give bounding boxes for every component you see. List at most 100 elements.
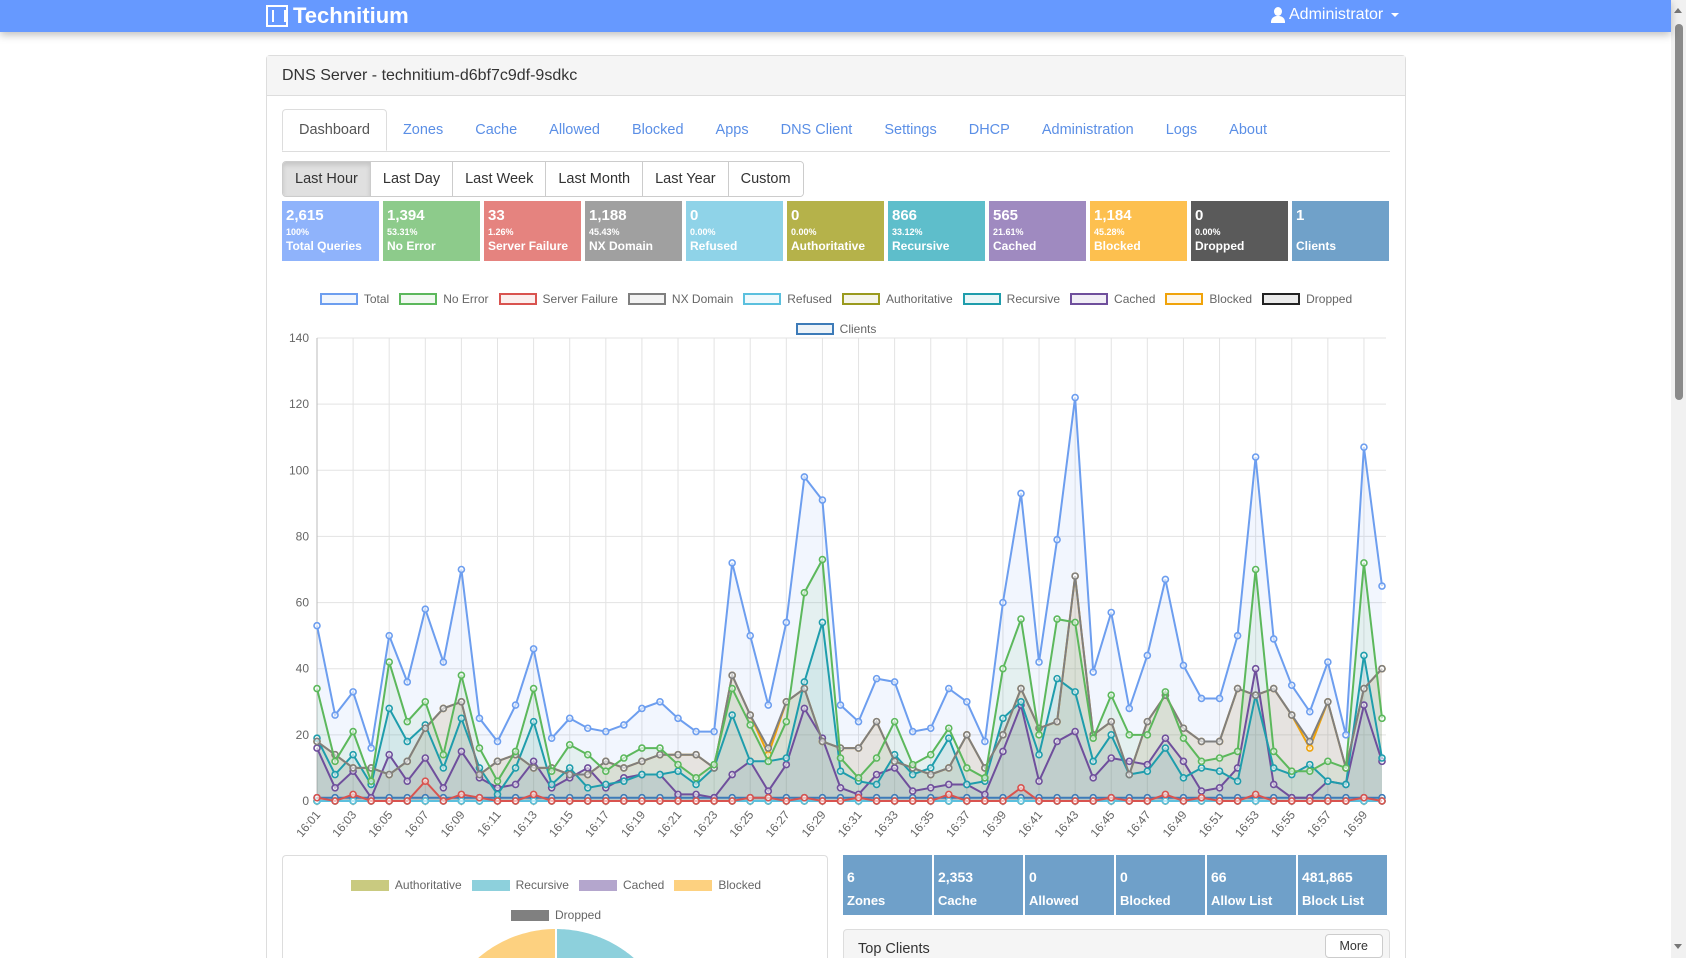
pie-legend-item-authoritative[interactable]: Authoritative	[350, 878, 462, 892]
data-point-no-error	[818, 555, 827, 564]
data-point-no-error	[890, 717, 899, 726]
tab-about[interactable]: About	[1229, 122, 1268, 138]
range-last-month-button[interactable]: Last Month	[546, 162, 644, 196]
tab-dashboard[interactable]: Dashboard	[282, 109, 387, 151]
legend-swatch	[498, 293, 537, 305]
range-last-day-button[interactable]: Last Day	[370, 162, 454, 196]
pie-legend-item-dropped[interactable]: Dropped	[510, 908, 601, 922]
data-point-server-failure	[1161, 790, 1170, 799]
y-tick-label: 20	[296, 728, 310, 742]
legend-swatch	[399, 293, 438, 305]
tab-administration[interactable]: Administration	[1041, 122, 1134, 138]
data-point-nx-domain	[1215, 737, 1224, 746]
data-point-total	[674, 714, 682, 723]
data-point-cached	[457, 747, 466, 756]
legend-item-nx-domain[interactable]: NX Domain	[627, 292, 733, 306]
legend-swatch	[743, 293, 782, 305]
data-point-recursive	[1305, 760, 1314, 769]
tab-dns-client[interactable]: DNS Client	[780, 122, 853, 138]
data-point-server-failure	[511, 797, 520, 805]
summary-boxes: 6 Zones 2,353 Cache 0 Allowed 0 Blocked 66 Allow …	[843, 855, 1387, 915]
summary-label: Cache	[938, 893, 978, 908]
data-point-recursive	[872, 780, 881, 789]
x-tick-label: 16:11	[474, 808, 504, 840]
data-point-cached	[1143, 760, 1152, 769]
data-point-cached	[1179, 757, 1188, 766]
data-point-nx-domain	[1324, 697, 1332, 706]
tab-apps[interactable]: Apps	[715, 122, 749, 138]
legend-item-clients[interactable]: Clients	[795, 322, 876, 336]
pie-legend-item-cached[interactable]: Cached	[578, 878, 665, 892]
tab-dhcp[interactable]: DHCP	[968, 122, 1010, 138]
legend-label: Cached	[622, 878, 665, 892]
data-point-server-failure	[800, 793, 809, 802]
data-point-recursive	[1360, 651, 1368, 660]
data-point-server-failure	[493, 797, 502, 805]
legend-item-cached[interactable]: Cached	[1070, 292, 1155, 306]
data-point-cached	[764, 787, 773, 795]
data-point-recursive	[674, 767, 682, 776]
range-last-year-button[interactable]: Last Year	[643, 162, 729, 196]
legend-item-authoritative[interactable]: Authoritative	[841, 292, 953, 306]
page-scrollbar[interactable]	[1671, 0, 1686, 958]
brand-logo[interactable]: Technitium	[266, 3, 409, 29]
tab-allowed[interactable]: Allowed	[549, 122, 600, 138]
range-last-hour-button[interactable]: Last Hour	[283, 162, 371, 196]
tab-settings[interactable]: Settings	[884, 122, 937, 138]
data-point-recursive	[800, 678, 809, 686]
x-tick-label: 16:17	[582, 808, 612, 840]
pie-slice-recursive[interactable]	[555, 927, 676, 959]
data-point-server-failure	[1071, 797, 1079, 805]
summary-label: Allow List	[1211, 893, 1273, 908]
pie-legend-item-blocked[interactable]: Blocked	[674, 878, 761, 892]
legend-item-refused[interactable]: Refused	[743, 292, 832, 306]
range-last-week-button[interactable]: Last Week	[453, 162, 547, 196]
data-point-total	[367, 744, 375, 752]
scroll-down-arrow-icon[interactable]	[1674, 944, 1682, 949]
legend-label: Server Failure	[542, 292, 618, 306]
legend-item-no-error[interactable]: No Error	[399, 292, 489, 306]
tab-cache[interactable]: Cache	[475, 122, 518, 138]
legend-item-recursive[interactable]: Recursive	[962, 292, 1060, 306]
data-point-refused	[1251, 797, 1260, 805]
x-tick-label: 16:37	[943, 808, 973, 840]
data-point-cached	[529, 757, 538, 766]
data-point-recursive	[963, 780, 971, 789]
data-point-cached	[511, 780, 520, 789]
data-point-no-error	[656, 744, 664, 752]
data-point-nx-domain	[1251, 691, 1260, 699]
scroll-thumb[interactable]	[1675, 24, 1683, 400]
legend-item-server-failure[interactable]: Server Failure	[498, 292, 618, 306]
stat-value: 0	[791, 207, 800, 224]
scroll-up-arrow-icon[interactable]	[1674, 8, 1682, 13]
top-clients-more-button[interactable]: More	[1324, 934, 1383, 958]
pie-legend-item-recursive[interactable]: Recursive	[471, 878, 569, 892]
tab-blocked[interactable]: Blocked	[631, 122, 684, 138]
tab-logs[interactable]: Logs	[1165, 122, 1198, 138]
summary-box-cache: 2,353 Cache	[934, 855, 1023, 915]
data-point-no-error	[854, 774, 863, 782]
tab-zones[interactable]: Zones	[402, 122, 444, 138]
legend-item-dropped[interactable]: Dropped	[1262, 292, 1352, 306]
summary-value: 481,865	[1302, 869, 1353, 885]
user-menu[interactable]: Administrator	[1271, 6, 1400, 24]
pie-slice-blocked[interactable]	[436, 927, 557, 959]
stat-value: 0	[1195, 207, 1204, 224]
legend-item-total[interactable]: Total	[319, 292, 389, 306]
data-point-recursive	[1035, 750, 1043, 759]
data-point-server-failure	[367, 797, 375, 805]
data-point-refused	[944, 797, 953, 805]
legend-label: Dropped	[1306, 292, 1353, 306]
legend-item-blocked[interactable]: Blocked	[1165, 292, 1252, 306]
data-point-cached	[981, 790, 989, 799]
data-point-no-error	[457, 671, 466, 680]
data-point-nx-domain	[746, 711, 755, 719]
summary-label: Blocked	[1120, 893, 1171, 908]
data-point-total	[1107, 608, 1116, 617]
range-custom-button[interactable]: Custom	[728, 162, 803, 196]
data-point-no-error	[583, 750, 592, 759]
data-point-total	[638, 704, 646, 713]
data-point-cached	[1089, 774, 1097, 782]
data-point-nx-domain	[890, 757, 899, 766]
x-tick-label: 16:23	[690, 808, 720, 840]
